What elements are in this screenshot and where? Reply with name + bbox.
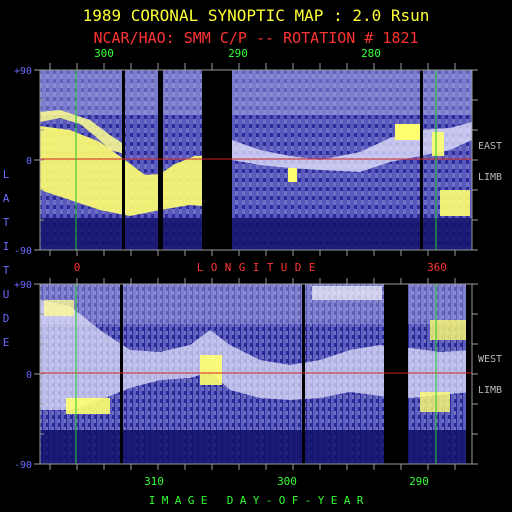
longitude-label-letter: U	[281, 261, 288, 274]
latitude-label-letter: T	[3, 216, 10, 229]
longitude-tick-360: 360	[427, 261, 447, 274]
latitude-tick-label: 0	[26, 370, 32, 381]
west-gap-1	[120, 284, 123, 464]
east-top-axis: 300 290 280	[49, 47, 456, 256]
doy-label-letter: A	[240, 494, 247, 507]
doy-label-letter: G	[188, 494, 195, 507]
east-bright-patch-4	[432, 132, 444, 156]
east-north-zone	[40, 70, 472, 115]
east-gap-1	[122, 70, 125, 250]
west-bright-patch-5	[430, 320, 468, 340]
east-bright-patch-1	[288, 168, 297, 182]
longitude-label-letter: O	[211, 261, 218, 274]
east-limb-panel	[39, 69, 473, 251]
east-gap-4	[420, 70, 423, 250]
latitude-tick-label: +90	[14, 280, 32, 291]
doy-label-letter: R	[357, 494, 364, 507]
west-streamer-belt	[40, 300, 472, 410]
longitude-label-letter: T	[267, 261, 274, 274]
doy-tick-label: 310	[144, 475, 164, 488]
west-gap-4	[466, 284, 472, 464]
latitude-label-letter: L	[3, 168, 10, 181]
latitude-label-letter: U	[3, 288, 10, 301]
top-axis-tick-label: 290	[228, 47, 248, 60]
doy-label-letter: F	[292, 494, 299, 507]
west-gap-2	[302, 284, 305, 464]
doy-label-letter: M	[162, 494, 169, 507]
east-south-dark-zone	[40, 218, 472, 250]
west-bright-patch-2	[200, 355, 222, 385]
longitude-label-letter: G	[239, 261, 246, 274]
east-bright-patch-2	[395, 124, 421, 140]
top-axis-tick-label: 300	[94, 47, 114, 60]
west-limb-label-2: LIMB	[478, 385, 502, 396]
west-bright-patch-6	[420, 392, 450, 412]
west-latitude-axis: +90 0 -90	[14, 280, 478, 471]
longitude-tick-0: 0	[74, 261, 81, 274]
latitude-tick-label: 0	[26, 156, 32, 167]
doy-tick-label: 300	[277, 475, 297, 488]
latitude-label-letter: T	[3, 264, 10, 277]
doy-label-letter: E	[331, 494, 338, 507]
west-bright-patch-3	[44, 300, 74, 316]
top-axis-tick-label: 280	[361, 47, 381, 60]
west-limb-panel	[39, 283, 473, 465]
east-streamer-belt-north	[40, 110, 125, 154]
east-bright-patch-3	[440, 190, 470, 216]
longitude-label-letter: L	[197, 261, 204, 274]
east-limb-label-1: EAST	[478, 141, 502, 152]
doy-label-letter: O	[279, 494, 286, 507]
doy-label-letter: -	[266, 494, 273, 507]
west-limb-label-1: WEST	[478, 354, 502, 365]
longitude-label-letter: E	[309, 261, 316, 274]
map-subtitle: NCAR/HAO: SMM C/P -- ROTATION # 1821	[93, 29, 418, 47]
doy-label-letter: A	[175, 494, 182, 507]
latitude-label-letter: A	[3, 192, 10, 205]
longitude-label-letter: I	[253, 261, 260, 274]
east-gap-3	[202, 70, 232, 250]
doy-label-letter: Y	[318, 494, 325, 507]
west-bright-patch-4	[312, 286, 382, 300]
map-title: 1989 CORONAL SYNOPTIC MAP : 2.0 Rsun	[83, 6, 430, 25]
latitude-label-letter: I	[3, 240, 10, 253]
east-latitude-axis: +90 0 -90	[14, 66, 478, 257]
latitude-label-letter: E	[3, 336, 10, 349]
west-gap-3	[384, 284, 408, 464]
latitude-tick-label: -90	[14, 460, 32, 471]
doy-label-letter: -	[305, 494, 312, 507]
latitude-tick-label: -90	[14, 246, 32, 257]
west-bright-patch-1	[66, 398, 110, 414]
longitude-label-letter: D	[295, 261, 302, 274]
doy-label-letter: E	[201, 494, 208, 507]
east-gap-2	[158, 70, 163, 250]
doy-label-letter: I	[149, 494, 156, 507]
east-limb-label-2: LIMB	[478, 172, 502, 183]
doy-label-letter: A	[344, 494, 351, 507]
latitude-tick-label: +90	[14, 66, 32, 77]
doy-label-letter: D	[227, 494, 234, 507]
longitude-label-letter: N	[225, 261, 232, 274]
latitude-label-letter: D	[3, 312, 10, 325]
west-day-of-year-axis: 310 300 290	[49, 278, 456, 488]
doy-label-letter: Y	[253, 494, 260, 507]
doy-tick-label: 290	[409, 475, 429, 488]
